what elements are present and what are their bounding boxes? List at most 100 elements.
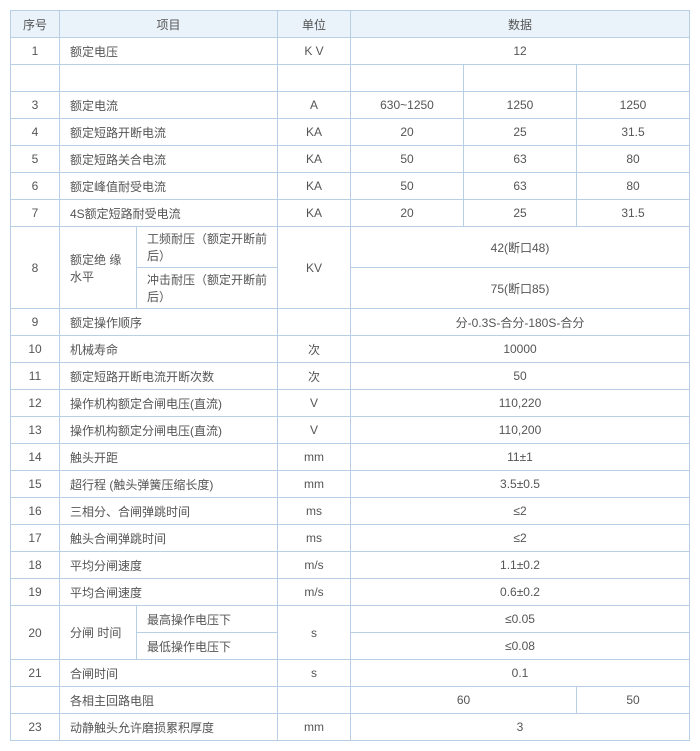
cell-seq: 16 — [11, 498, 60, 525]
cell-unit — [278, 687, 351, 714]
table-row: 11 额定短路开断电流开断次数 次 50 — [11, 363, 690, 390]
table-row: 18 平均分闸速度 m/s 1.1±0.2 — [11, 552, 690, 579]
cell-data: 1250 — [577, 92, 690, 119]
cell-data: 10000 — [351, 336, 690, 363]
cell-seq: 4 — [11, 119, 60, 146]
table-row: 6 额定峰值耐受电流 KA 50 63 80 — [11, 173, 690, 200]
cell-data: 31.5 — [577, 119, 690, 146]
table-row-empty — [11, 65, 690, 92]
table-row: 12 操作机构额定合闸电压(直流) V 110,220 — [11, 390, 690, 417]
cell-seq — [11, 687, 60, 714]
cell-unit: s — [278, 606, 351, 660]
cell-item: 触头合闸弹跳时间 — [60, 525, 278, 552]
cell-seq: 13 — [11, 417, 60, 444]
cell-data: 20 — [351, 119, 464, 146]
table-row: 各相主回路电阻 60 50 — [11, 687, 690, 714]
cell-data: 63 — [464, 146, 577, 173]
cell-data: 630~1250 — [351, 92, 464, 119]
header-seq: 序号 — [11, 11, 60, 38]
table-row: 10 机械寿命 次 10000 — [11, 336, 690, 363]
header-data: 数据 — [351, 11, 690, 38]
cell-seq: 17 — [11, 525, 60, 552]
cell-data: 50 — [351, 146, 464, 173]
header-unit: 单位 — [278, 11, 351, 38]
cell-seq: 11 — [11, 363, 60, 390]
cell-data: ≤2 — [351, 525, 690, 552]
cell-data: 60 — [351, 687, 577, 714]
cell-data: 1250 — [464, 92, 577, 119]
table-row: 1 额定电压 K V 12 — [11, 38, 690, 65]
cell-item: 合闸时间 — [60, 660, 278, 687]
cell-unit: ms — [278, 525, 351, 552]
cell-item: 触头开距 — [60, 444, 278, 471]
cell-sub: 冲击耐压（额定开断前后） — [137, 268, 278, 309]
cell-seq: 23 — [11, 714, 60, 741]
table-row: 14 触头开距 mm 11±1 — [11, 444, 690, 471]
cell-item: 额定电压 — [60, 38, 278, 65]
table-row: 7 4S额定短路耐受电流 KA 20 25 31.5 — [11, 200, 690, 227]
cell-seq: 8 — [11, 227, 60, 309]
cell-item: 4S额定短路耐受电流 — [60, 200, 278, 227]
cell-data: 1.1±0.2 — [351, 552, 690, 579]
cell-seq: 1 — [11, 38, 60, 65]
cell-unit: 次 — [278, 363, 351, 390]
cell-group: 额定绝 缘水平 — [60, 227, 137, 309]
cell-unit: mm — [278, 471, 351, 498]
table-row: 3 额定电流 A 630~1250 1250 1250 — [11, 92, 690, 119]
cell-group: 分闸 时间 — [60, 606, 137, 660]
cell-item: 平均分闸速度 — [60, 552, 278, 579]
cell-seq: 12 — [11, 390, 60, 417]
cell-seq: 21 — [11, 660, 60, 687]
cell-item: 额定短路开断电流 — [60, 119, 278, 146]
table-row: 23 动静触头允许磨损累积厚度 mm 3 — [11, 714, 690, 741]
cell-item: 各相主回路电阻 — [60, 687, 278, 714]
cell-data: 50 — [577, 687, 690, 714]
table-row: 15 超行程 (触头弹簧压缩长度) mm 3.5±0.5 — [11, 471, 690, 498]
table-row: 16 三相分、合闸弹跳时间 ms ≤2 — [11, 498, 690, 525]
cell-unit: 次 — [278, 336, 351, 363]
cell-unit: KA — [278, 119, 351, 146]
cell-item: 三相分、合闸弹跳时间 — [60, 498, 278, 525]
cell-seq: 15 — [11, 471, 60, 498]
cell-sub: 最高操作电压下 — [137, 606, 278, 633]
table-row: 5 额定短路关合电流 KA 50 63 80 — [11, 146, 690, 173]
cell-unit: V — [278, 417, 351, 444]
cell-data: 63 — [464, 173, 577, 200]
cell-data: 分-0.3S-合分-180S-合分 — [351, 309, 690, 336]
cell-data: 31.5 — [577, 200, 690, 227]
cell-unit: V — [278, 390, 351, 417]
cell-item: 额定电流 — [60, 92, 278, 119]
cell-data: ≤0.08 — [351, 633, 690, 660]
table-row: 20 分闸 时间 最高操作电压下 s ≤0.05 — [11, 606, 690, 633]
table-row: 13 操作机构额定分闸电压(直流) V 110,200 — [11, 417, 690, 444]
cell-unit: K V — [278, 38, 351, 65]
cell-data: 3 — [351, 714, 690, 741]
spec-table: 序号 项目 单位 数据 1 额定电压 K V 12 3 额定电流 A 630~1… — [10, 10, 690, 741]
cell-seq: 5 — [11, 146, 60, 173]
cell-seq: 6 — [11, 173, 60, 200]
cell-seq: 7 — [11, 200, 60, 227]
cell-unit: KA — [278, 173, 351, 200]
cell-item: 额定短路开断电流开断次数 — [60, 363, 278, 390]
header-item: 项目 — [60, 11, 278, 38]
cell-item: 平均合闸速度 — [60, 579, 278, 606]
cell-data: 0.1 — [351, 660, 690, 687]
cell-seq: 9 — [11, 309, 60, 336]
cell-unit: s — [278, 660, 351, 687]
cell-unit: KA — [278, 200, 351, 227]
cell-unit: m/s — [278, 579, 351, 606]
cell-item: 操作机构额定分闸电压(直流) — [60, 417, 278, 444]
cell-data: 50 — [351, 173, 464, 200]
cell-data: 110,220 — [351, 390, 690, 417]
table-row: 9 额定操作顺序 分-0.3S-合分-180S-合分 — [11, 309, 690, 336]
cell-data: 50 — [351, 363, 690, 390]
cell-data: 80 — [577, 173, 690, 200]
cell-data: ≤0.05 — [351, 606, 690, 633]
cell-seq: 3 — [11, 92, 60, 119]
cell-data: 75(断口85) — [351, 268, 690, 309]
cell-data: 80 — [577, 146, 690, 173]
cell-data: 11±1 — [351, 444, 690, 471]
cell-sub: 最低操作电压下 — [137, 633, 278, 660]
cell-item: 额定短路关合电流 — [60, 146, 278, 173]
cell-data: 3.5±0.5 — [351, 471, 690, 498]
